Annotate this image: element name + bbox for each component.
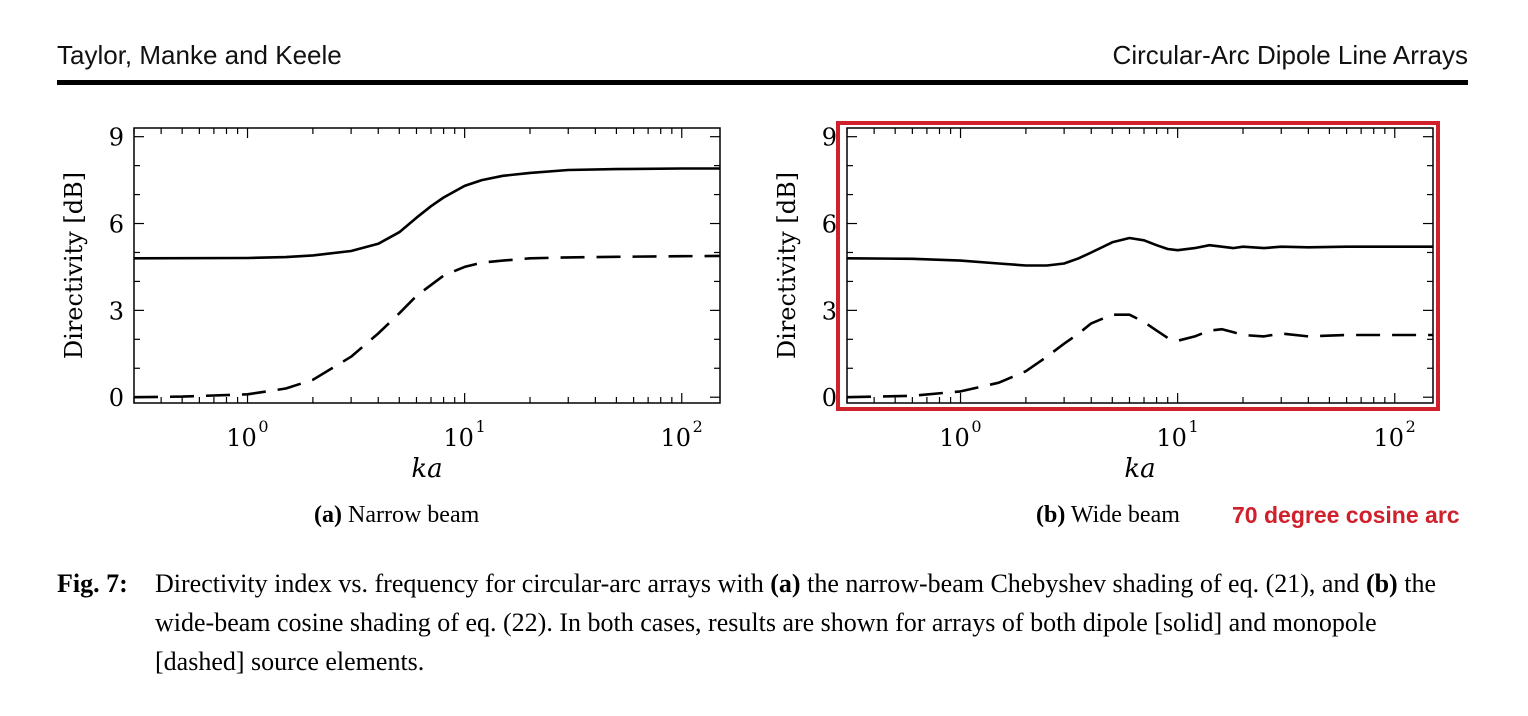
plot-b-xtick-label: 10: [939, 424, 970, 452]
plot-a-series-solid: [133, 167, 720, 260]
plot-b-frame: [846, 127, 1434, 404]
plot-b-xtick-label: 10: [1156, 424, 1187, 452]
page-header: Taylor, Manke and Keele Circular-Arc Dip…: [57, 40, 1468, 85]
plot-b-ylabel: Directivity [dB]: [773, 172, 801, 359]
figure-caption-part-0: Directivity index vs. frequency for circ…: [155, 569, 771, 598]
plot-a-xtick-exp: 2: [693, 417, 703, 436]
plot-b-ytick-label: 9: [822, 124, 837, 152]
highlight-annotation: 70 degree cosine arc: [1232, 502, 1460, 528]
plot-b-ytick-label: 6: [822, 211, 837, 239]
plot-b-series-dashed: [846, 313, 1433, 399]
plot-a-xtick-exp: 0: [258, 417, 268, 436]
plot-b-xtick-exp: 0: [971, 417, 981, 436]
plot-b-xtick-label: 10: [1373, 424, 1404, 452]
plot-b-ytick-label: 0: [822, 384, 837, 412]
header-authors: Taylor, Manke and Keele: [57, 40, 342, 70]
plot-a-xtick-label: 10: [226, 424, 257, 452]
plot-a-xlabel: ka: [411, 454, 442, 484]
plot-b-xtick-exp: 1: [1189, 417, 1199, 436]
plot-a-series-dashed: [133, 254, 721, 399]
plot-b-highlight-box: [836, 121, 1440, 411]
figure-caption-label: Fig. 7:: [57, 569, 128, 598]
plot-a-xtick-label: 10: [660, 424, 691, 452]
plot-a-ytick-label: 3: [109, 297, 124, 325]
plot-a-xtick-exp: 1: [476, 417, 486, 436]
plot-a-xtick-label: 10: [443, 424, 474, 452]
plot-a-ytick-label: 9: [109, 124, 124, 152]
figure-caption-part-3: (b): [1365, 569, 1398, 598]
subcaption-a-label: (a): [314, 502, 342, 528]
figure-caption-part-4: the wide-beam cosine shading of eq. (22)…: [155, 569, 1436, 676]
subcaption-a: (a) Narrow beam: [314, 502, 479, 529]
plot-b-xtick-exp: 2: [1406, 417, 1416, 436]
subcaption-b-label: (b): [1036, 502, 1066, 528]
plot-a-ytick-label: 6: [109, 211, 124, 239]
figure-caption-part-1: (a): [770, 569, 801, 598]
subcaption-a-text: Narrow beam: [347, 502, 480, 528]
plot-b-ytick-label: 3: [822, 297, 837, 325]
header-title: Circular-Arc Dipole Line Arrays: [1112, 40, 1468, 70]
plot-b-xlabel: ka: [1124, 454, 1155, 484]
figure-caption: Fig. 7: Directivity index vs. frequency …: [57, 564, 1472, 681]
plot-a-frame: [133, 127, 721, 404]
figure-caption-part-2: the narrow-beam Chebyshev shading of eq.…: [800, 569, 1366, 598]
plot-a-ylabel: Directivity [dB]: [60, 172, 88, 359]
plot-a-ytick-label: 0: [109, 384, 124, 412]
subcaption-b: (b) Wide beam: [1036, 502, 1180, 529]
figure-caption-text: Directivity index vs. frequency for circ…: [155, 564, 1472, 681]
plot-b-series-solid: [846, 236, 1433, 267]
subcaption-b-text: Wide beam: [1070, 502, 1180, 528]
